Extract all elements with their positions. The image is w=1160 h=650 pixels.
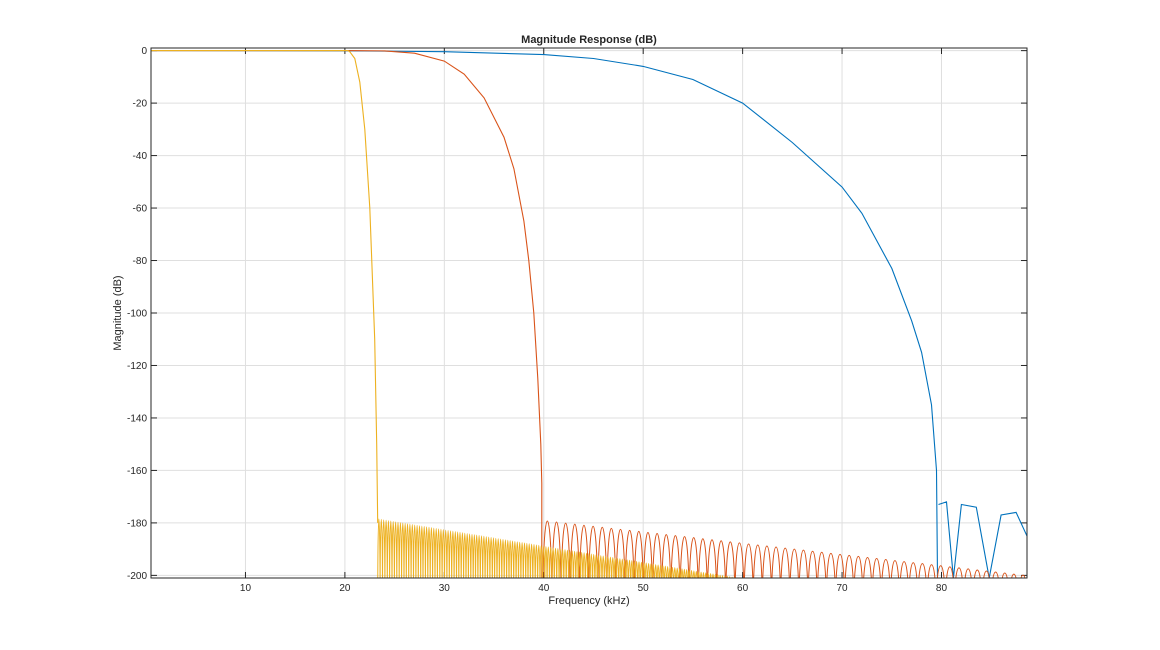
x-axis-label: Frequency (kHz)	[548, 595, 629, 607]
y-tick-label: -120	[127, 361, 147, 372]
y-tick-label: -200	[127, 571, 147, 582]
x-tick-label: 20	[339, 583, 351, 594]
x-tick-label: 40	[538, 583, 550, 594]
y-tick-label: -80	[133, 256, 148, 267]
tick-labels: 10 20 30 40 50 60 70 80 0 -20 -40 -60 -80 -100 -120 -14…	[127, 46, 948, 594]
x-tick-label: 50	[638, 583, 650, 594]
series-1-passband	[151, 50, 939, 578]
y-axis-label: Magnitude (dB)	[112, 275, 124, 350]
y-tick-label: -20	[133, 99, 148, 110]
y-tick-label: -40	[133, 151, 148, 162]
x-tick-label: 30	[439, 583, 451, 594]
series-2-passband	[151, 50, 543, 578]
y-tick-label: -60	[133, 204, 148, 215]
axes-box	[150, 47, 1028, 579]
y-tick-label: 0	[141, 46, 147, 57]
series-lines	[151, 50, 1027, 578]
x-tick-label: 70	[836, 583, 848, 594]
series-1-stopband	[938, 501, 1027, 578]
series-2-stopband	[542, 520, 1026, 578]
y-tick-label: -180	[127, 518, 147, 529]
x-tick-label: 80	[936, 583, 948, 594]
y-tick-label: -100	[127, 309, 147, 320]
series-3-passband	[151, 50, 379, 523]
y-tick-label: -140	[127, 413, 147, 424]
chart-title: Magnitude Response (dB)	[521, 34, 657, 46]
x-tick-label: 60	[737, 583, 749, 594]
x-tick-label: 10	[240, 583, 252, 594]
y-tick-label: -160	[127, 466, 147, 477]
